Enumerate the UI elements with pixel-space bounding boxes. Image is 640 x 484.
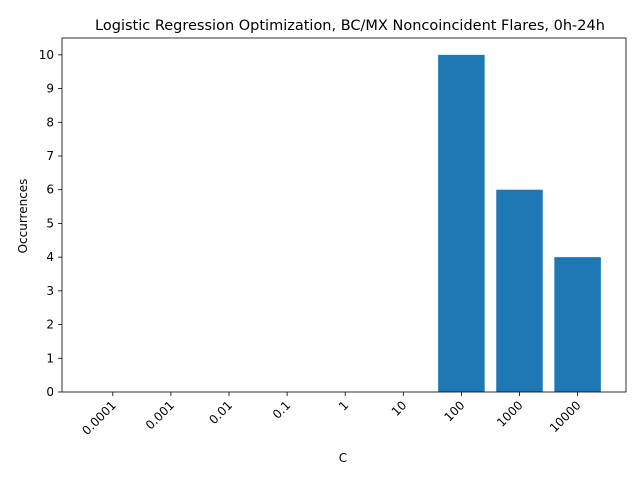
y-tick-label: 3 [46, 284, 54, 298]
x-tick-label: 10 [389, 398, 410, 419]
y-tick-label: 0 [46, 385, 54, 399]
y-tick-label: 8 [46, 115, 54, 129]
y-tick-label: 1 [46, 351, 54, 365]
x-axis-label: C [339, 451, 347, 465]
x-axis: 0.0001 0.001 0.01 0.1 1 10 100 1000 10000 [79, 392, 584, 438]
y-tick-label: 5 [46, 216, 54, 230]
bar-1000 [496, 189, 543, 392]
x-tick-label: 0.001 [143, 398, 177, 432]
y-tick-label: 9 [46, 82, 54, 96]
x-tick-label: 1000 [494, 398, 525, 429]
y-tick-label: 4 [46, 250, 54, 264]
x-tick-label: 0.1 [270, 398, 293, 421]
x-tick-label: 10000 [547, 398, 584, 435]
y-tick-label: 2 [46, 318, 54, 332]
y-axis: 0 1 2 3 4 5 6 7 8 9 10 [39, 48, 62, 399]
x-tick-label: 0.0001 [79, 398, 119, 438]
plot-frame [61, 37, 627, 393]
bar-100 [438, 54, 485, 392]
chart-title: Logistic Regression Optimization, BC/MX … [95, 18, 605, 34]
bars-group [438, 54, 601, 392]
y-tick-label: 10 [39, 48, 54, 62]
bar-10000 [554, 257, 601, 392]
y-axis-label: Occurrences [16, 179, 30, 254]
y-tick-label: 7 [46, 149, 54, 163]
x-tick-label: 100 [441, 398, 467, 424]
x-tick-label: 1 [336, 398, 351, 413]
y-tick-label: 6 [46, 183, 54, 197]
x-tick-label: 0.01 [206, 398, 235, 427]
